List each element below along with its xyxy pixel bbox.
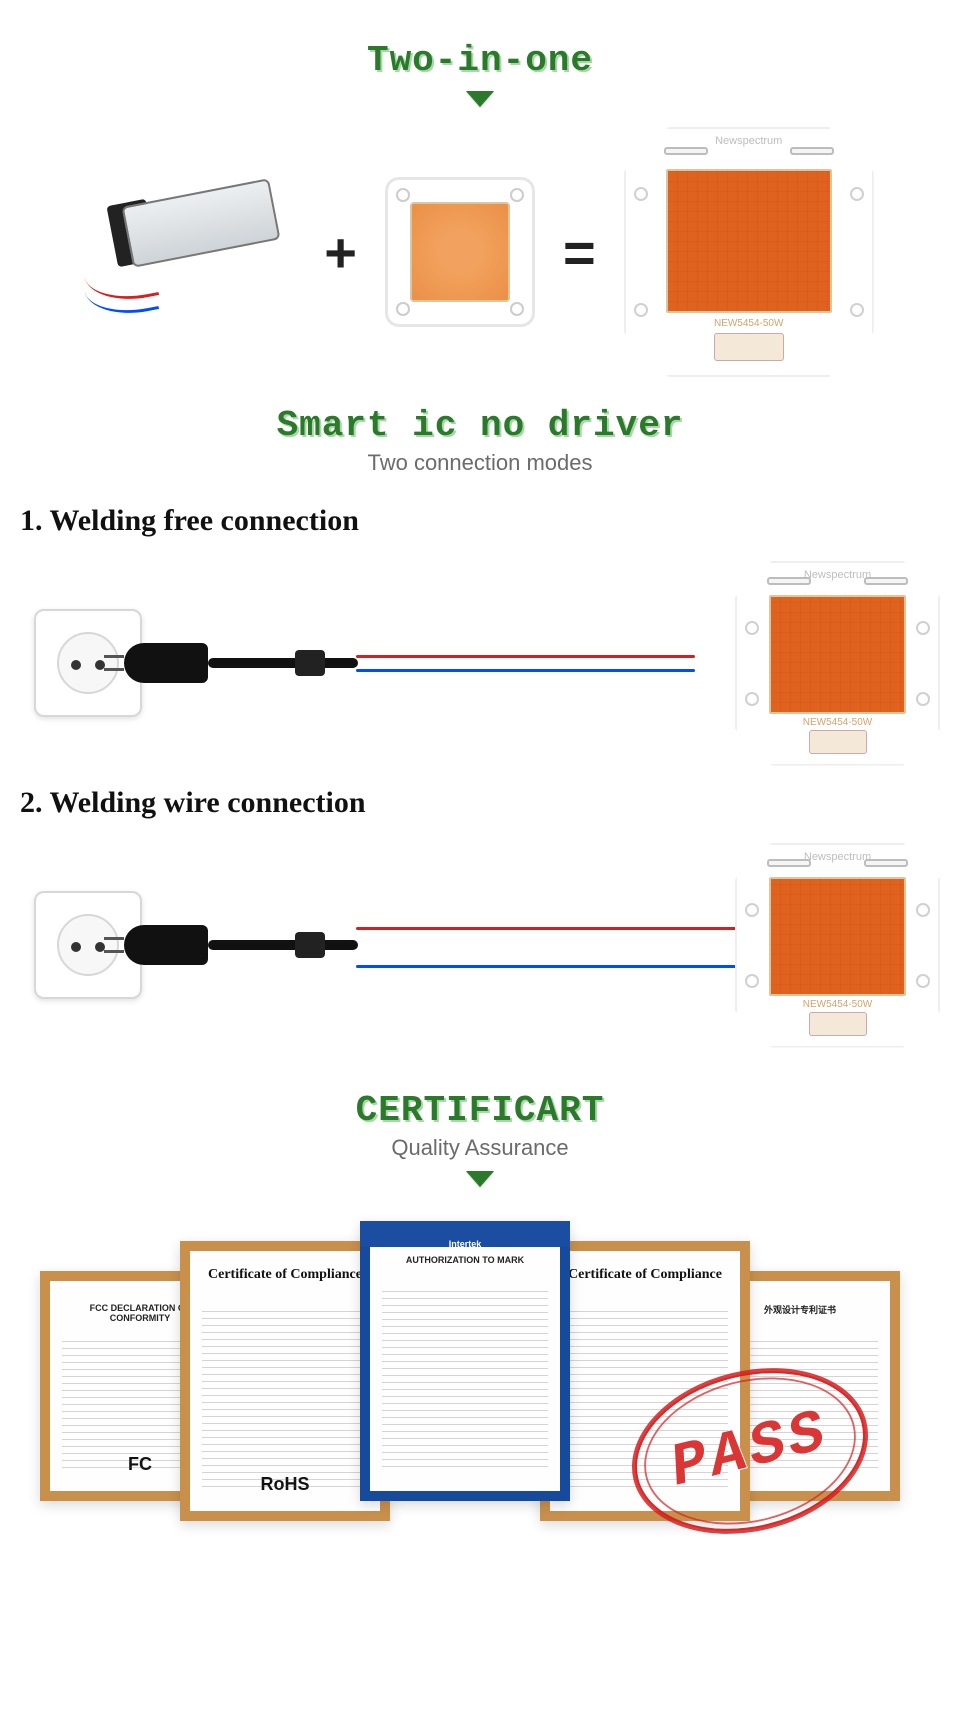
lead-wires (356, 905, 735, 985)
chip-terminal-icon (714, 333, 784, 361)
certificate-brand: Intertek (382, 1239, 548, 1249)
certificate-heading: AUTHORIZATION TO MARK (382, 1255, 548, 1265)
down-arrow-icon (466, 91, 494, 107)
equals-sign: = (563, 220, 596, 285)
mode2-diagram: Newspectrum NEW5454-50W (0, 830, 960, 1060)
power-plug-icon (124, 925, 208, 965)
chip-model-label: NEW5454-50W (714, 318, 783, 329)
power-cable-icon (208, 658, 358, 668)
smart-ic-title: Smart ic no driver (0, 405, 960, 446)
certificate-logo: FC (128, 1454, 152, 1475)
down-arrow-icon (466, 1171, 494, 1187)
chip-mode1: Newspectrum NEW5454-50W (735, 561, 940, 766)
certificates-fan: FCC DECLARATION OF CONFORMITY FC Certifi… (0, 1201, 960, 1541)
power-plug-icon (124, 643, 208, 683)
square-cob-chip-illustration (385, 177, 535, 327)
octagon-cob-chip-illustration: Newspectrum NEW5454-50W (624, 127, 874, 377)
section-certificate-header: CERTIFICART Quality Assurance (0, 1060, 960, 1187)
certificate-logo: RoHS (261, 1474, 310, 1495)
mode1-heading: 1. Welding free connection (20, 504, 960, 538)
mode1-diagram: Newspectrum NEW5454-50W (0, 548, 960, 778)
certificate-title: CERTIFICART (0, 1090, 960, 1131)
certificate-subtitle: Quality Assurance (0, 1135, 960, 1161)
certificate-card: Intertek AUTHORIZATION TO MARK (360, 1221, 570, 1501)
power-cable-icon (208, 940, 358, 950)
stamp-text: PASS (664, 1399, 836, 1504)
certificate-heading: Certificate of Compliance (202, 1267, 368, 1283)
section-smart-ic-header: Smart ic no driver Two connection modes (0, 377, 960, 476)
smart-ic-subtitle: Two connection modes (0, 450, 960, 476)
chip-mode2: Newspectrum NEW5454-50W (735, 843, 940, 1048)
lead-wires (356, 623, 735, 703)
led-driver-illustration (86, 172, 296, 332)
mode2-heading: 2. Welding wire connection (20, 786, 960, 820)
certificate-heading: Certificate of Compliance (562, 1267, 728, 1283)
chip-brand-label: Newspectrum (715, 135, 782, 147)
section-two-in-one-header: Two-in-one (0, 0, 960, 107)
certificate-card: Certificate of Compliance RoHS (180, 1241, 390, 1521)
two-in-one-title: Two-in-one (0, 40, 960, 81)
equation-row: + = Newspectrum NEW5454-50W (0, 127, 960, 377)
plus-sign: + (324, 220, 357, 285)
